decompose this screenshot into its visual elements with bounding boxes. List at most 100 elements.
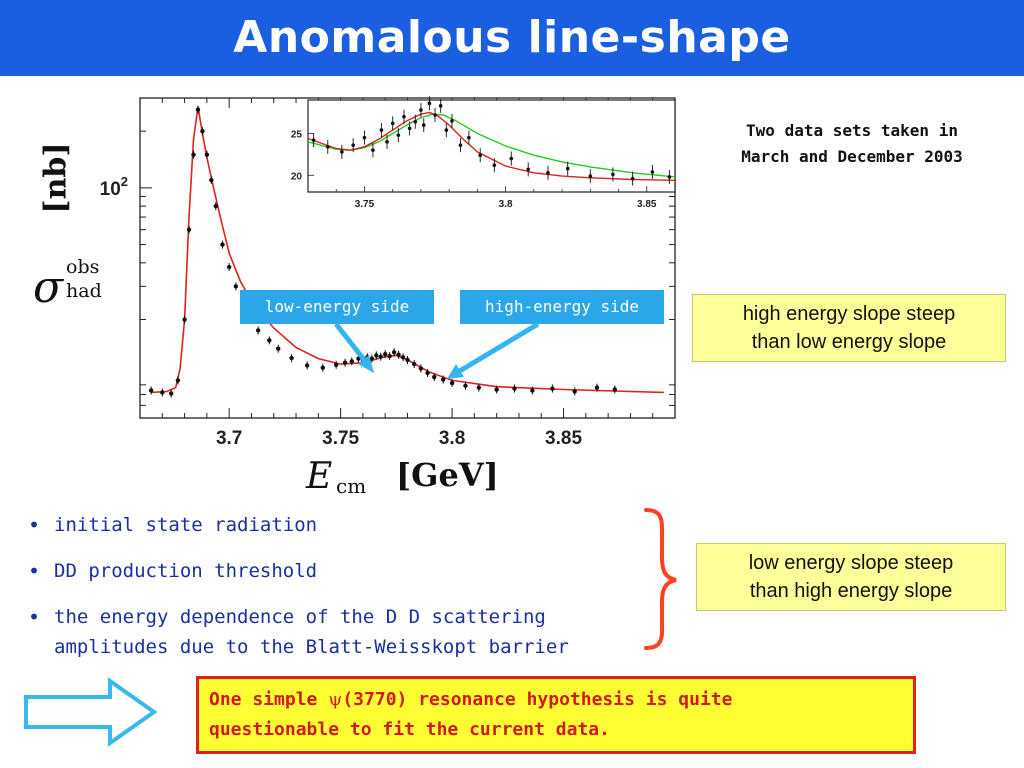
data-point [463,383,468,388]
data-sets-note-line1: Two data sets taken in [746,121,958,140]
data-point [387,353,392,359]
y-axis-superscript: obs [66,256,100,278]
data-point [612,387,618,392]
bullet-text: initial state radiation [54,514,318,536]
data-point [418,366,424,371]
inset-data-point [396,133,401,137]
inset-x-tick-label: 3.75 [355,199,375,210]
x-tick-label: 3.85 [545,428,582,449]
inset-data-point [362,135,367,140]
list-item: • the energy dependence of the D D scatt… [28,602,668,662]
inset-data-point [340,150,344,154]
inset-data-point [379,128,384,132]
data-point [440,377,446,382]
data-point [204,152,210,157]
bullet-icon: • [28,513,41,537]
data-point [175,378,181,383]
bullet-icon: • [28,559,41,583]
data-point [369,356,375,361]
inset-data-point [450,119,454,123]
data-point [220,242,225,247]
data-point [267,338,272,343]
data-point [333,362,339,367]
data-point [255,328,261,333]
data-point [494,387,499,392]
data-point [320,365,325,370]
y-tick-label: 102 [100,174,128,200]
inset-data-point [478,153,483,157]
inset-x-tick-label: 3.85 [637,199,657,210]
bullet-text-line2: amplitudes due to the Blatt-Weisskopt ba… [54,636,569,658]
inset-data-point [611,172,615,177]
high-energy-slope-line2: than low energy slope [751,331,947,353]
bullet-text: DD production threshold [54,560,318,582]
high-energy-slope-note: high energy slope steep than low energy … [692,294,1006,362]
data-point [342,360,348,365]
psi-symbol: ψ [328,689,343,710]
inset-data-point [630,176,635,181]
x-tick-label: 3.7 [216,428,242,449]
inset-data-point [546,170,550,175]
data-sets-note-line2: March and December 2003 [741,147,963,166]
inset-data-point [492,163,497,168]
y-axis-subscript: had [66,280,102,302]
inset-data-point [565,166,570,171]
inset-y-tick-label: 25 [291,129,303,140]
data-point [200,128,205,134]
low-energy-side-label: low-energy side [240,290,434,324]
data-point [233,284,239,289]
conclusion-box: One simple ψ(3770) resonance hypothesis … [196,676,916,754]
inset-data-point [433,113,437,117]
data-point [425,370,430,376]
low-energy-callout-arrow [334,322,374,373]
inset-data-point [385,140,389,144]
data-point [449,380,455,386]
data-point [186,227,192,232]
data-point [378,354,383,359]
data-point [512,386,517,391]
data-point [195,107,201,112]
data-point [349,359,354,364]
data-point [550,386,555,391]
data-point [209,177,214,183]
inset-data-point [526,167,530,172]
slide-title: Anomalous line-shape [233,12,791,63]
data-point [383,351,388,357]
inset-data-point [413,119,418,124]
inset-y-tick-label: 20 [291,171,303,182]
low-energy-slope-note: low energy slope steep than high energy … [696,543,1006,611]
inset-data-point [311,138,316,142]
data-point [182,317,187,322]
data-point [289,355,294,361]
inset-data-point [351,143,355,147]
inset-data-point [421,123,426,127]
y-axis-symbol: σ [33,262,64,313]
data-point [411,361,417,367]
bullet-icon: • [28,605,41,629]
bullet-text-line1: the energy dependence of the D D scatter… [54,606,546,628]
low-energy-slope-line2: than high energy slope [749,580,953,602]
data-point [304,363,310,368]
inset-data-point [458,143,463,147]
title-bar [0,0,1024,76]
data-point [400,355,406,360]
inset-data-point [407,126,412,131]
inset-data-point [650,170,655,174]
x-axis-symbol: E [306,456,333,497]
list-item: • DD production threshold [28,556,668,586]
conclusion-prefix: One simple [209,689,329,710]
data-point [226,264,232,270]
inset-data-point [402,114,406,119]
data-point [530,388,535,393]
inset-data-point [390,121,395,126]
inset-data-point [588,174,593,178]
high-energy-side-label: high-energy side [460,290,664,324]
data-point [432,374,437,380]
low-energy-slope-line1: low energy slope steep [748,552,954,574]
data-point [374,353,379,358]
data-point [594,385,600,390]
right-arrow-icon [24,677,158,747]
data-point [396,352,401,357]
data-sets-note: Two data sets taken in March and Decembe… [694,118,1010,170]
